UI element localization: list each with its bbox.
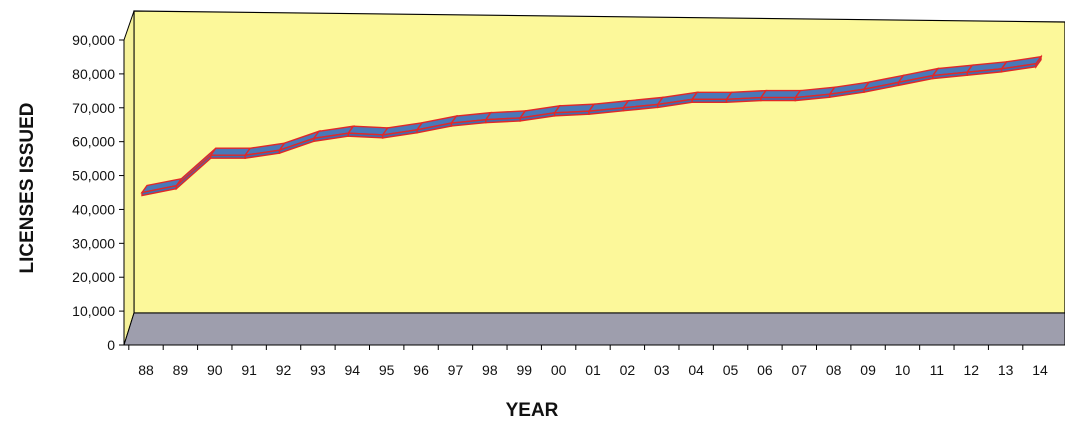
x-axis-ticks: 88 89 90 91 92 93 94 95 96 97 98 99 00 01 02 03 04 05 06 07… bbox=[128, 345, 1048, 378]
x-tick-label: 93 bbox=[310, 362, 326, 378]
y-tick-label: 80,000 bbox=[72, 66, 115, 82]
y-tick-label: 90,000 bbox=[72, 32, 115, 48]
x-tick-label: 88 bbox=[138, 362, 154, 378]
x-tick-label: 98 bbox=[482, 362, 498, 378]
x-tick-label: 05 bbox=[723, 362, 739, 378]
x-tick-label: 97 bbox=[448, 362, 464, 378]
x-tick-label: 90 bbox=[207, 362, 223, 378]
x-tick-label: 10 bbox=[895, 362, 911, 378]
x-tick-label: 99 bbox=[516, 362, 532, 378]
x-tick-label: 08 bbox=[826, 362, 842, 378]
x-tick-label: 03 bbox=[654, 362, 670, 378]
x-tick-label: 09 bbox=[860, 362, 876, 378]
y-axis-title: LICENSES ISSUED bbox=[17, 102, 38, 273]
x-tick-label: 02 bbox=[620, 362, 636, 378]
x-tick-label: 04 bbox=[688, 362, 704, 378]
x-tick-label: 12 bbox=[963, 362, 979, 378]
plot-floor bbox=[123, 312, 1065, 346]
data-point-segment bbox=[759, 89, 802, 99]
x-axis-title: YEAR bbox=[506, 400, 559, 421]
x-tick-label: 13 bbox=[998, 362, 1014, 378]
data-point-segment-front bbox=[691, 98, 728, 104]
y-tick-label: 70,000 bbox=[72, 100, 115, 116]
x-tick-label: 89 bbox=[173, 362, 189, 378]
x-tick-label: 95 bbox=[379, 362, 395, 378]
plot-back-wall bbox=[133, 10, 1065, 314]
y-tick-label: 60,000 bbox=[72, 134, 115, 150]
data-point-segment-front bbox=[760, 96, 797, 102]
data-point-segment bbox=[690, 91, 733, 101]
series-ribbon bbox=[140, 54, 1043, 197]
plot-side-wall bbox=[123, 10, 135, 346]
x-tick-label: 94 bbox=[345, 362, 361, 378]
series-end-cap bbox=[1035, 54, 1042, 69]
x-tick-label: 07 bbox=[792, 362, 808, 378]
x-tick-label: 01 bbox=[585, 362, 601, 378]
x-tick-label: 91 bbox=[241, 362, 257, 378]
y-tick-label: 0 bbox=[107, 337, 115, 353]
y-tick-label: 30,000 bbox=[72, 235, 115, 251]
y-tick-label: 10,000 bbox=[72, 303, 115, 319]
y-axis-ticks: 0 10,000 20,000 30,000 40,000 50,000 60,000 70,… bbox=[72, 32, 124, 353]
data-point-segment bbox=[209, 147, 252, 156]
data-point-segment-front bbox=[210, 154, 246, 159]
x-tick-label: 96 bbox=[413, 362, 429, 378]
x-tick-label: 00 bbox=[551, 362, 567, 378]
y-tick-label: 20,000 bbox=[72, 269, 115, 285]
y-tick-label: 50,000 bbox=[72, 168, 115, 184]
x-tick-label: 14 bbox=[1032, 362, 1048, 378]
x-tick-label: 92 bbox=[276, 362, 292, 378]
x-tick-label: 06 bbox=[757, 362, 773, 378]
x-tick-label: 11 bbox=[930, 362, 945, 378]
y-tick-label: 40,000 bbox=[72, 201, 115, 217]
